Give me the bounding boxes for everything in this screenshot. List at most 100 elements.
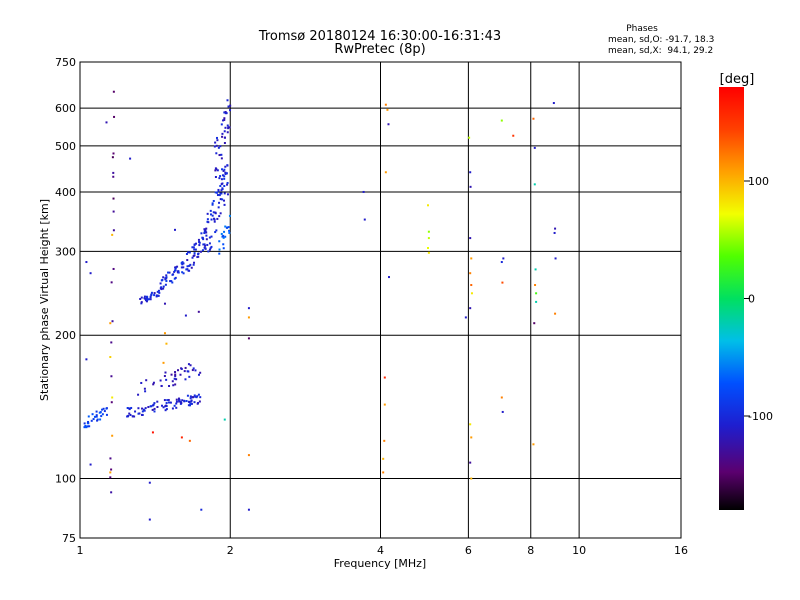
data-point — [208, 236, 211, 239]
data-point — [182, 272, 185, 275]
data-point — [220, 189, 223, 192]
data-point — [151, 404, 154, 407]
data-point — [112, 90, 115, 93]
data-point — [209, 247, 212, 250]
data-point — [198, 244, 201, 247]
data-point — [532, 443, 535, 446]
data-point — [147, 406, 150, 409]
data-point — [159, 379, 162, 382]
data-point — [193, 394, 196, 397]
data-point — [384, 171, 387, 174]
data-point — [247, 337, 250, 340]
data-point — [209, 213, 212, 216]
data-point — [191, 369, 194, 372]
data-point — [169, 401, 172, 404]
data-point — [156, 400, 159, 403]
data-point — [160, 385, 163, 388]
data-point — [532, 117, 535, 120]
data-point — [151, 408, 154, 411]
stats-line-o: mean, sd,O: -91.7, 18.3 — [608, 35, 714, 45]
data-point — [91, 413, 94, 416]
data-point — [214, 191, 217, 194]
data-point — [165, 280, 168, 283]
data-point — [500, 119, 503, 122]
data-point — [193, 401, 196, 404]
data-point — [156, 290, 159, 293]
data-point — [470, 257, 473, 260]
data-point — [386, 108, 389, 111]
data-point — [223, 230, 226, 233]
data-point — [184, 378, 187, 381]
data-point — [163, 375, 166, 378]
data-point — [229, 104, 232, 107]
data-point — [149, 405, 152, 408]
data-point — [197, 310, 200, 313]
data-point — [213, 145, 216, 148]
data-point — [384, 103, 387, 106]
data-point — [137, 393, 140, 396]
data-point — [187, 251, 190, 254]
data-point — [219, 212, 222, 215]
data-point — [87, 420, 90, 423]
data-point — [89, 272, 92, 275]
data-point — [469, 272, 472, 275]
data-point — [178, 400, 181, 403]
data-point — [152, 383, 155, 386]
data-point — [204, 244, 207, 247]
data-point — [554, 227, 557, 230]
data-point — [218, 194, 221, 197]
data-point — [179, 401, 182, 404]
data-point — [173, 404, 176, 407]
data-point — [172, 273, 175, 276]
data-point — [112, 171, 115, 174]
data-point — [128, 408, 131, 411]
y-tick-label: 500 — [55, 140, 76, 153]
data-point — [501, 410, 504, 413]
data-point — [382, 457, 385, 460]
colorbar-tick-label: 100 — [748, 175, 769, 188]
data-point — [468, 136, 471, 139]
data-point — [180, 402, 183, 405]
data-point — [219, 175, 222, 178]
data-point — [203, 231, 206, 234]
data-point — [184, 366, 187, 369]
y-tick-label: 600 — [55, 102, 76, 115]
data-point — [189, 397, 192, 400]
data-point — [221, 198, 224, 201]
data-point — [247, 307, 250, 310]
data-point — [214, 141, 217, 144]
data-point — [165, 274, 168, 277]
data-point — [153, 402, 156, 405]
data-point — [553, 231, 556, 234]
data-point — [200, 250, 203, 253]
stats-line-x: mean, sd,X: 94.1, 29.2 — [608, 46, 713, 56]
data-point — [208, 242, 211, 245]
data-point — [151, 431, 154, 434]
data-point — [145, 297, 148, 300]
data-point — [469, 423, 472, 426]
data-point — [218, 240, 221, 243]
data-point — [193, 254, 196, 257]
data-point — [84, 425, 87, 428]
data-point — [427, 230, 430, 233]
data-point — [205, 238, 208, 241]
data-point — [153, 292, 156, 295]
data-point — [147, 298, 150, 301]
data-point — [222, 247, 225, 250]
data-point — [145, 300, 148, 303]
data-point — [167, 398, 170, 401]
data-point — [131, 415, 134, 418]
data-point — [140, 381, 143, 384]
data-point — [195, 242, 198, 245]
data-point — [207, 250, 210, 253]
data-point — [153, 407, 156, 410]
data-point — [209, 209, 212, 212]
data-point — [199, 371, 202, 374]
data-point — [220, 153, 223, 156]
data-point — [189, 364, 192, 367]
data-point — [222, 234, 225, 237]
data-point — [218, 177, 221, 180]
data-point — [225, 172, 228, 175]
y-tick-label: 75 — [62, 532, 76, 545]
data-point — [111, 434, 114, 437]
